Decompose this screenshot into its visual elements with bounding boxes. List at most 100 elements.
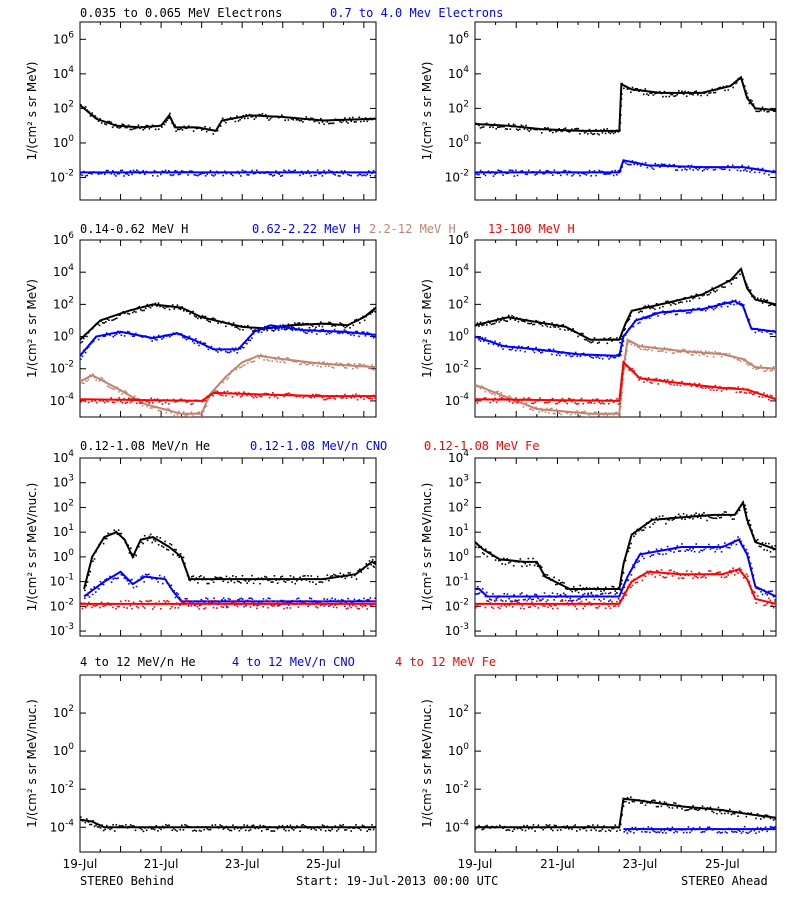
data-point	[527, 346, 530, 348]
data-point	[283, 395, 285, 398]
data-point	[548, 401, 551, 403]
data-point	[728, 169, 731, 171]
data-point	[603, 128, 605, 131]
data-point	[348, 827, 351, 829]
data-point	[120, 400, 122, 403]
data-point	[623, 361, 626, 364]
data-point	[772, 819, 775, 821]
data-point	[184, 399, 186, 401]
data-point	[546, 599, 549, 601]
data-point	[324, 365, 327, 368]
data-point	[503, 604, 506, 606]
data-point	[620, 397, 623, 400]
data-point	[369, 604, 372, 607]
data-point	[719, 352, 721, 354]
data-point	[612, 586, 615, 588]
data-point	[755, 368, 757, 371]
data-point	[608, 829, 610, 831]
data-point	[372, 336, 375, 339]
data-point	[667, 573, 669, 576]
data-point	[571, 828, 573, 831]
data-point	[188, 602, 191, 605]
x-tick-label: 21-Jul	[540, 857, 575, 871]
data-point	[484, 322, 487, 324]
data-point	[769, 599, 772, 602]
data-point	[255, 116, 257, 119]
data-point	[758, 588, 761, 591]
data-point	[666, 311, 669, 314]
data-point	[127, 124, 130, 127]
data-point	[774, 369, 776, 371]
data-point	[524, 598, 526, 601]
data-point	[674, 95, 677, 97]
data-point	[199, 126, 201, 129]
data-point	[698, 297, 701, 300]
data-point	[316, 120, 319, 122]
data-point	[772, 110, 775, 112]
data-point	[614, 131, 617, 134]
data-point	[196, 400, 199, 402]
data-point	[88, 596, 91, 598]
data-point	[593, 598, 596, 601]
data-point	[274, 115, 277, 118]
data-point	[164, 540, 166, 543]
data-point	[106, 385, 109, 387]
data-point	[670, 383, 672, 386]
data-point	[484, 123, 487, 125]
data-point	[198, 411, 201, 413]
data-point	[199, 340, 202, 343]
data-point	[246, 824, 249, 827]
data-point	[550, 398, 552, 401]
data-point	[296, 825, 298, 827]
data-point	[731, 830, 733, 833]
data-point	[676, 571, 679, 574]
data-point	[684, 90, 686, 93]
y-tick-label: 101	[53, 523, 74, 539]
data-point	[104, 335, 106, 338]
data-point	[104, 605, 106, 607]
data-point	[619, 413, 621, 416]
data-point	[529, 597, 531, 599]
data-point	[313, 396, 316, 399]
data-point	[537, 399, 540, 402]
data-point	[313, 578, 316, 580]
data-point	[608, 600, 610, 603]
data-point	[641, 90, 643, 92]
data-point	[321, 121, 324, 123]
data-point	[706, 168, 709, 171]
data-point	[107, 169, 109, 172]
data-point	[123, 397, 125, 400]
data-point	[503, 319, 505, 321]
data-point	[282, 360, 285, 363]
data-point	[358, 335, 360, 338]
data-point	[161, 126, 163, 128]
data-point	[674, 515, 677, 518]
data-point	[560, 413, 563, 416]
data-point	[704, 809, 707, 811]
data-point	[238, 598, 241, 600]
data-point	[302, 575, 305, 577]
data-point	[665, 522, 667, 525]
data-point	[660, 805, 663, 808]
data-point	[587, 593, 589, 596]
data-point	[662, 803, 664, 806]
data-point	[109, 828, 111, 831]
data-point	[517, 402, 520, 404]
data-point	[670, 311, 672, 314]
data-point	[516, 599, 518, 602]
data-point	[371, 335, 373, 338]
data-point	[195, 577, 198, 579]
data-point	[711, 166, 713, 169]
data-point	[336, 118, 338, 121]
data-point	[588, 169, 591, 172]
data-point	[304, 332, 307, 334]
data-point	[580, 596, 583, 599]
legend-entry: 0.12-1.08 MeV/n CNO	[250, 439, 387, 453]
data-point	[284, 829, 287, 832]
data-point	[137, 606, 140, 609]
data-point	[296, 395, 298, 398]
data-point	[751, 529, 753, 532]
data-point	[88, 346, 90, 348]
data-point	[716, 389, 718, 392]
data-point	[325, 333, 328, 335]
